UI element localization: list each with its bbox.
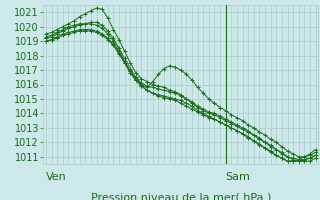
Text: Ven: Ven [46, 172, 67, 182]
Text: Pression niveau de la mer( hPa ): Pression niveau de la mer( hPa ) [91, 193, 271, 200]
Text: Sam: Sam [226, 172, 251, 182]
